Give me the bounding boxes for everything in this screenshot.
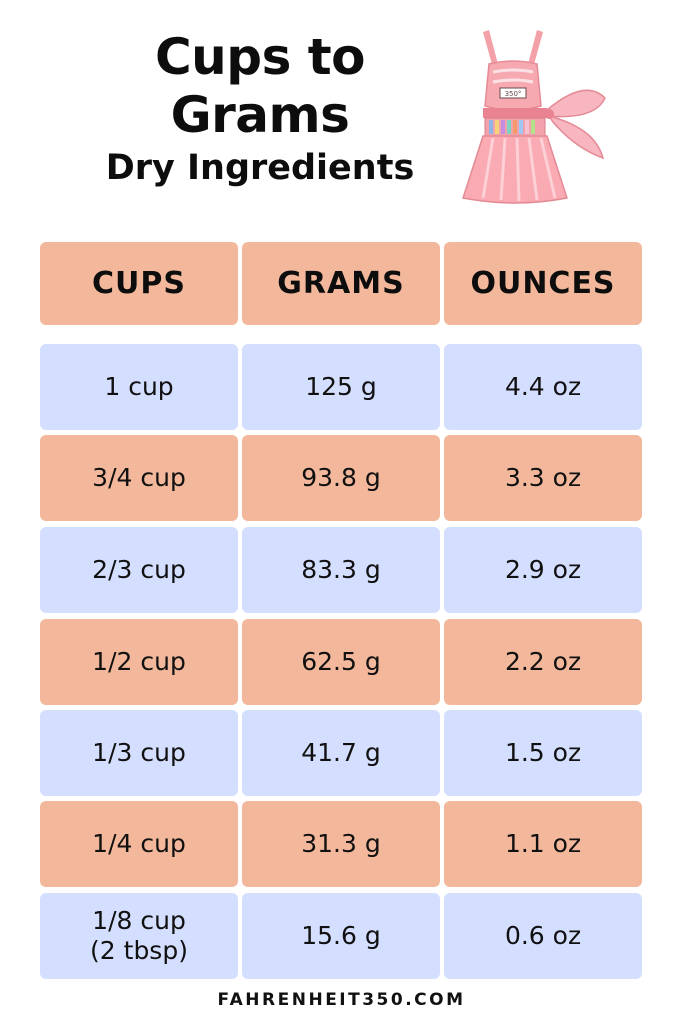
table-cell-ounces: 1.1 oz bbox=[444, 801, 642, 887]
column-header-ounces: OUNCES bbox=[444, 242, 642, 325]
title-block: Cups to Grams Dry Ingredients bbox=[60, 28, 460, 188]
table-cell-grams: 31.3 g bbox=[242, 801, 440, 887]
apron-bow-tail bbox=[547, 114, 605, 160]
table-cell-ounces: 2.9 oz bbox=[444, 527, 642, 613]
table-cell-grams: 83.3 g bbox=[242, 527, 440, 613]
apron-bib bbox=[484, 60, 542, 111]
table-cell-ounces: 4.4 oz bbox=[444, 344, 642, 430]
apron-bow-loop bbox=[546, 89, 606, 118]
table-cell-cups: 1/8 cup (2 tbsp) bbox=[40, 893, 238, 979]
apron-label-tag bbox=[499, 87, 527, 99]
table-cell-ounces: 0.6 oz bbox=[444, 893, 642, 979]
table-cell-grams: 93.8 g bbox=[242, 435, 440, 521]
table-cell-grams: 41.7 g bbox=[242, 710, 440, 796]
table-cell-ounces: 2.2 oz bbox=[444, 619, 642, 705]
table-cell-cups: 1/3 cup bbox=[40, 710, 238, 796]
page-subtitle: Dry Ingredients bbox=[105, 148, 415, 188]
table-cell-cups: 1 cup bbox=[40, 344, 238, 430]
column-header-cups: CUPS bbox=[40, 242, 238, 325]
page-title-line-1: Cups to bbox=[154, 28, 366, 86]
table-cell-cups: 1/4 cup bbox=[40, 801, 238, 887]
apron-skirt bbox=[462, 135, 568, 204]
cups-note: (2 tbsp) bbox=[90, 936, 188, 965]
cups-value: 1/8 cup bbox=[92, 906, 186, 935]
apron-waistband bbox=[483, 108, 547, 118]
table-cell-cups: 2/3 cup bbox=[40, 527, 238, 613]
site-footer: FAHRENHEIT350.COM bbox=[217, 990, 466, 1010]
apron-strap-left bbox=[483, 30, 499, 68]
table-cell-ounces: 3.3 oz bbox=[444, 435, 642, 521]
table-cell-grams: 15.6 g bbox=[242, 893, 440, 979]
page-title-line-2: Grams bbox=[170, 86, 350, 144]
apron-illustration: 350° bbox=[462, 30, 606, 204]
table-cell-cups: 3/4 cup bbox=[40, 435, 238, 521]
apron-label-text: 350° bbox=[505, 90, 522, 98]
table-cell-grams: 62.5 g bbox=[242, 619, 440, 705]
table-cell-grams: 125 g bbox=[242, 344, 440, 430]
apron-strap-right bbox=[527, 30, 543, 68]
table-cell-ounces: 1.5 oz bbox=[444, 710, 642, 796]
column-header-grams: GRAMS bbox=[242, 242, 440, 325]
table-cell-cups: 1/2 cup bbox=[40, 619, 238, 705]
